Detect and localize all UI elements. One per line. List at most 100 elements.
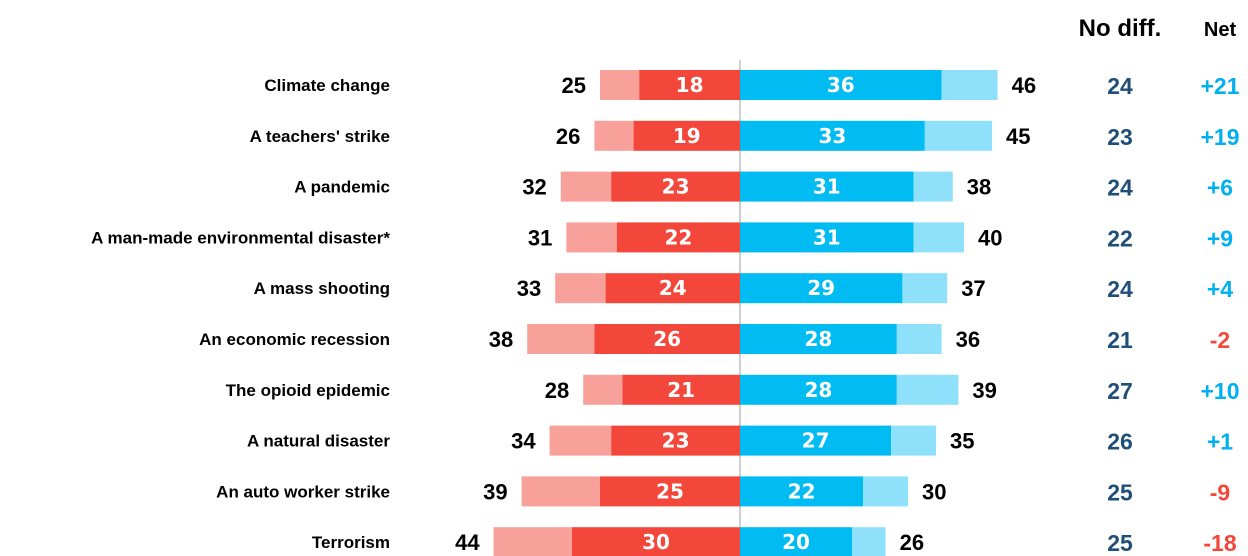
row-label: A teachers' strike xyxy=(250,127,390,146)
no-diff-value: 25 xyxy=(1107,530,1133,556)
header-no-diff: No diff. xyxy=(1079,15,1162,42)
right-bar-light xyxy=(891,425,936,456)
left-total-label: 25 xyxy=(562,73,586,98)
net-value: +10 xyxy=(1200,378,1239,404)
left-total-label: 33 xyxy=(517,276,541,301)
right-bar-dark xyxy=(740,425,892,456)
row-label: A man-made environmental disaster* xyxy=(91,228,390,247)
no-diff-value: 25 xyxy=(1107,479,1133,505)
no-diff-value: 21 xyxy=(1107,327,1133,353)
left-inner-label: 24 xyxy=(659,276,687,300)
left-inner-label: 23 xyxy=(662,429,690,453)
row-label: An auto worker strike xyxy=(216,482,390,501)
right-bar-light xyxy=(863,476,908,507)
no-diff-value: 23 xyxy=(1107,124,1133,150)
left-inner-label: 26 xyxy=(653,327,681,351)
right-inner-label: 28 xyxy=(804,327,832,351)
no-diff-value: 26 xyxy=(1107,429,1133,455)
right-bar-light xyxy=(924,120,992,151)
net-value: -2 xyxy=(1210,327,1230,353)
net-value: +21 xyxy=(1200,73,1239,99)
net-value: +19 xyxy=(1200,124,1239,150)
net-value: +6 xyxy=(1207,175,1233,201)
right-bar-light xyxy=(902,273,948,304)
net-value: -9 xyxy=(1210,479,1230,505)
left-bar-dark xyxy=(611,171,740,202)
right-total-label: 46 xyxy=(1012,73,1036,98)
left-inner-label: 18 xyxy=(676,73,704,97)
right-inner-label: 20 xyxy=(782,530,810,554)
right-total-label: 45 xyxy=(1006,124,1030,149)
left-inner-label: 19 xyxy=(673,124,701,148)
row-label: The opioid epidemic xyxy=(226,381,390,400)
net-value: +1 xyxy=(1207,429,1233,455)
right-total-label: 39 xyxy=(972,378,996,403)
right-bar-dark xyxy=(740,527,852,556)
right-inner-label: 22 xyxy=(788,479,816,503)
left-total-label: 38 xyxy=(489,327,513,352)
left-bar-light xyxy=(583,374,623,405)
left-inner-label: 23 xyxy=(662,175,690,199)
net-value: -18 xyxy=(1203,530,1236,556)
net-value: +4 xyxy=(1207,276,1233,302)
right-bar-dark xyxy=(740,273,903,304)
left-total-label: 26 xyxy=(556,124,580,149)
row-label: Terrorism xyxy=(312,533,390,552)
right-bar-dark xyxy=(740,171,914,202)
right-inner-label: 33 xyxy=(818,124,846,148)
right-bar-dark xyxy=(740,120,925,151)
left-bar-dark xyxy=(611,425,740,456)
right-total-label: 37 xyxy=(961,276,985,301)
right-bar-light xyxy=(896,374,959,405)
right-bar-dark xyxy=(740,324,897,354)
left-bar-light xyxy=(594,120,634,151)
right-inner-label: 31 xyxy=(813,175,841,199)
right-total-label: 36 xyxy=(956,327,980,352)
left-bar-light xyxy=(566,222,617,253)
left-bar-dark xyxy=(600,476,740,507)
left-total-label: 39 xyxy=(483,479,507,504)
left-total-label: 31 xyxy=(528,225,552,250)
right-bar-light xyxy=(941,70,998,100)
left-inner-label: 22 xyxy=(664,225,692,249)
left-bar-light xyxy=(549,425,612,456)
left-total-label: 32 xyxy=(522,175,546,200)
row-label: An economic recession xyxy=(199,330,390,349)
row-label: A pandemic xyxy=(294,178,390,197)
right-total-label: 30 xyxy=(922,479,946,504)
left-bar-dark xyxy=(622,374,740,405)
right-bar-light xyxy=(913,222,964,253)
right-bar-dark xyxy=(740,70,942,100)
row-label: Climate change xyxy=(264,76,390,95)
left-bar-light xyxy=(560,171,612,202)
right-bar-light xyxy=(896,324,942,354)
left-total-label: 44 xyxy=(455,530,480,555)
left-bar-dark xyxy=(572,527,740,556)
no-diff-value: 24 xyxy=(1107,175,1133,201)
no-diff-value: 27 xyxy=(1107,378,1133,404)
left-bar-light xyxy=(555,273,606,304)
right-bar-dark xyxy=(740,374,897,405)
right-total-label: 26 xyxy=(900,530,924,555)
no-diff-value: 22 xyxy=(1107,225,1133,251)
right-bar-dark xyxy=(740,476,864,507)
left-inner-label: 30 xyxy=(642,530,670,554)
right-inner-label: 29 xyxy=(807,276,835,300)
row-label: A natural disaster xyxy=(247,432,390,451)
net-value: +9 xyxy=(1207,225,1233,251)
left-bar-light xyxy=(493,527,572,556)
right-total-label: 35 xyxy=(950,429,974,454)
right-inner-label: 27 xyxy=(802,429,830,453)
right-total-label: 40 xyxy=(978,225,1002,250)
no-diff-value: 24 xyxy=(1107,73,1133,99)
left-bar-dark xyxy=(639,70,740,100)
right-inner-label: 28 xyxy=(804,378,832,402)
left-bar-light xyxy=(521,476,600,507)
left-bar-dark xyxy=(594,324,740,354)
left-total-label: 28 xyxy=(545,378,569,403)
right-bar-dark xyxy=(740,222,914,253)
right-bar-light xyxy=(852,527,886,556)
right-inner-label: 31 xyxy=(813,225,841,249)
right-inner-label: 36 xyxy=(827,73,855,97)
